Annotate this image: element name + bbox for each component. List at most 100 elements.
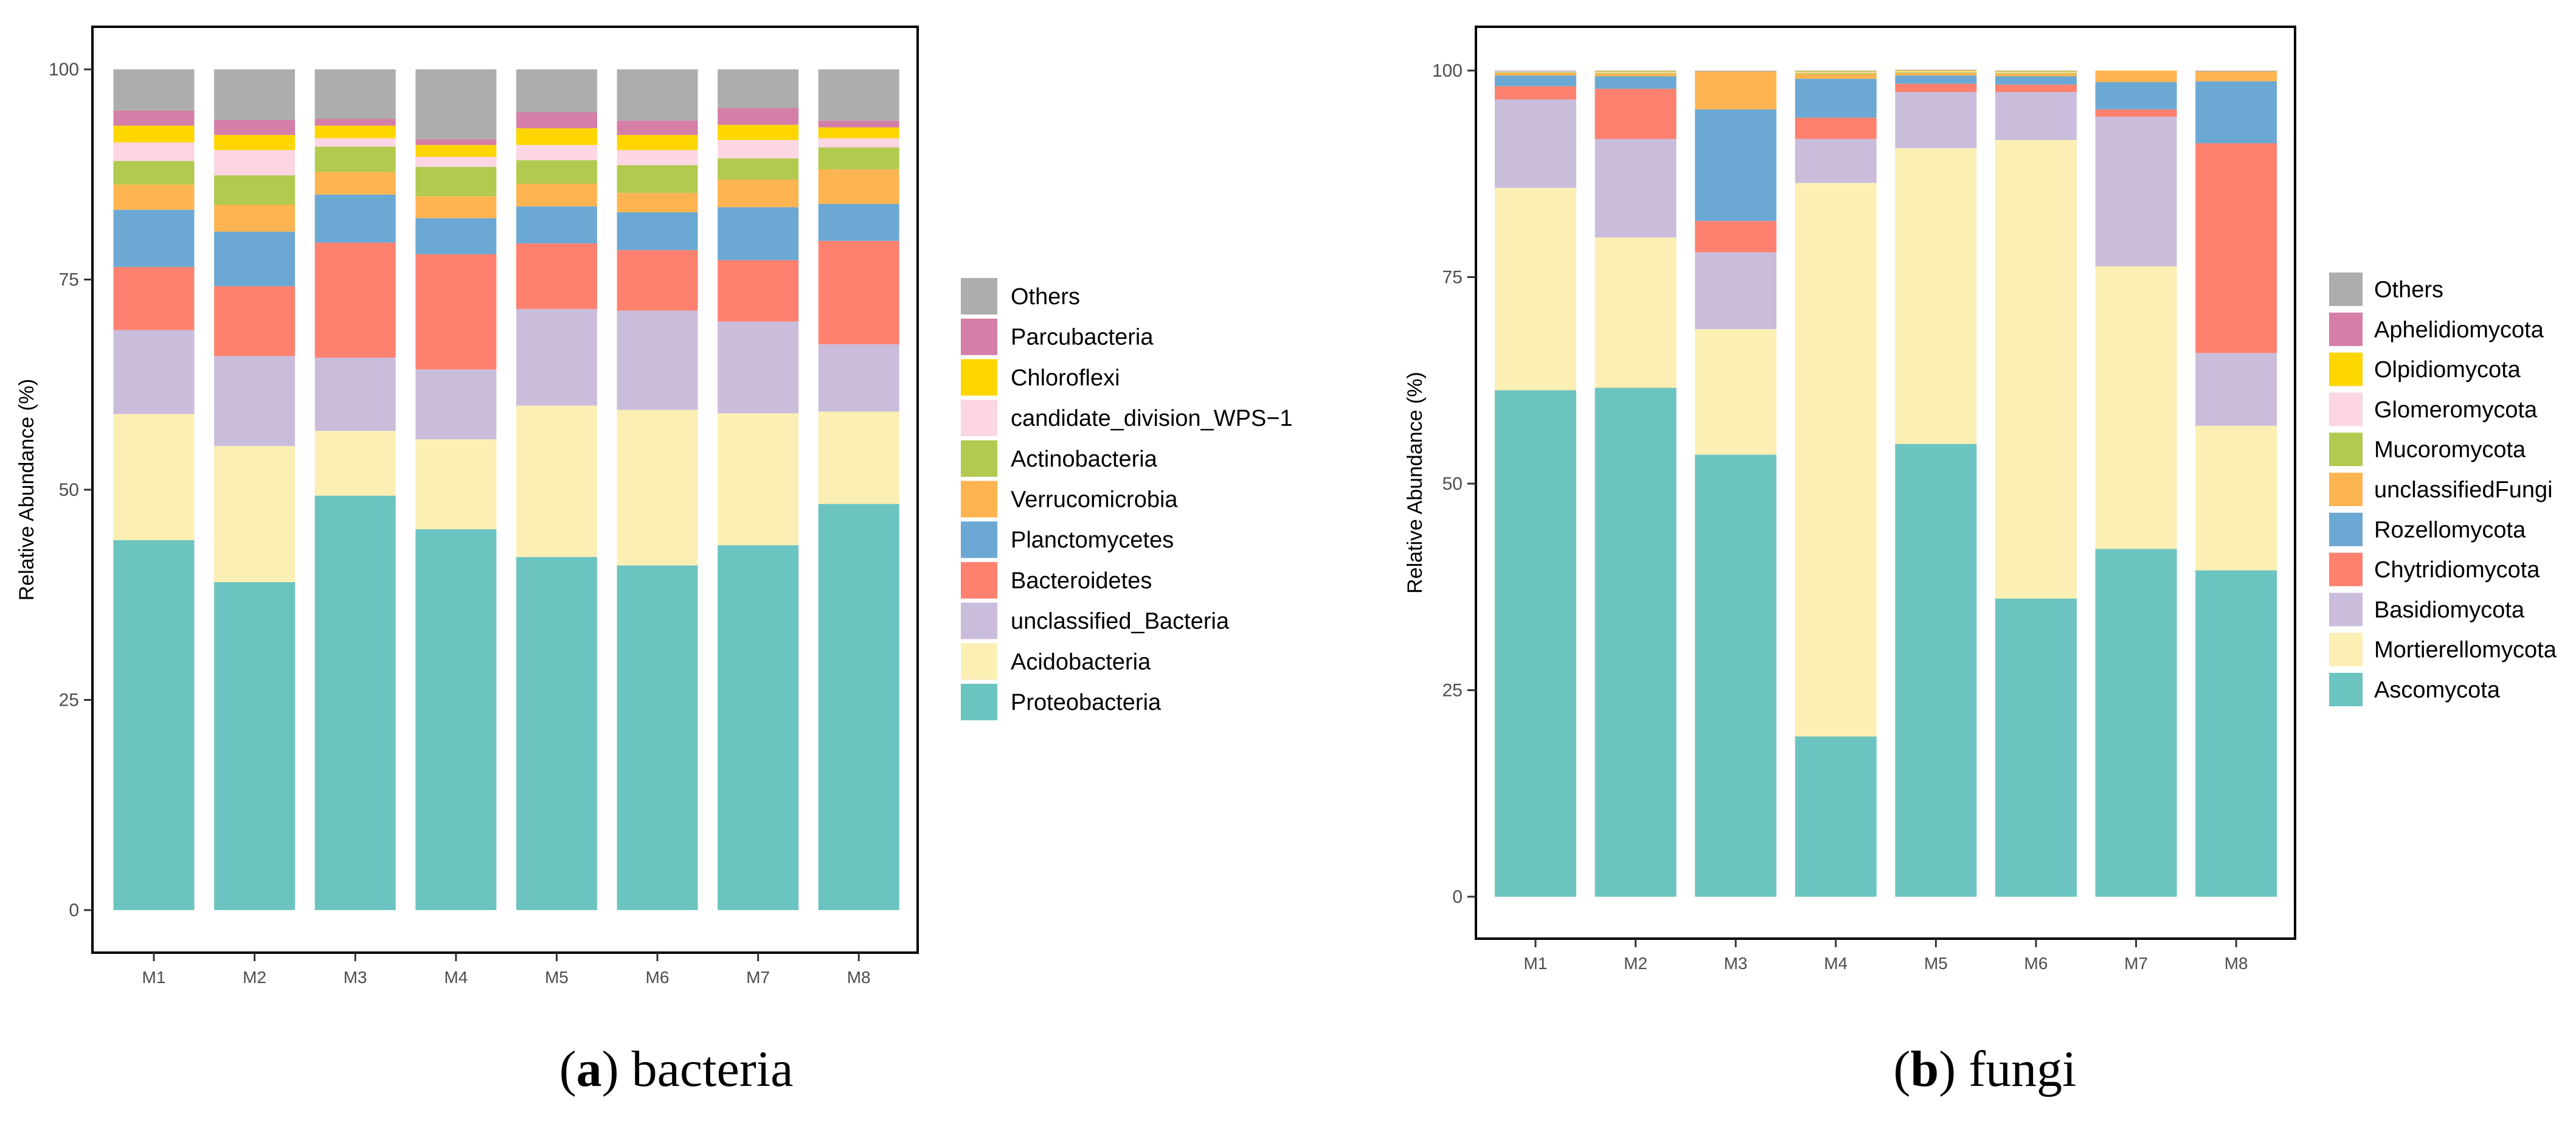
legend-swatch-Chytridiomycota [2329, 552, 2363, 586]
bar-segment-M6-Proteobacteria [617, 565, 698, 910]
x-tick-label-M7: M7 [746, 968, 770, 987]
legend-label-Aphelidiomycota: Aphelidiomycota [2374, 317, 2544, 342]
x-tick-label-M6: M6 [2024, 954, 2048, 973]
bar-segment-M7-Actinobacteria [718, 158, 799, 179]
legend-swatch-Actinobacteria [961, 440, 997, 477]
legend-swatch-Bacteroidetes [961, 562, 997, 599]
bar-segment-M1-candidate_division_WPS−1 [113, 142, 195, 161]
bar-segment-M7-Proteobacteria [718, 545, 799, 910]
y-tick-label-25: 25 [59, 690, 79, 711]
bar-segment-M3-Acidobacteria [314, 431, 396, 496]
legend-swatch-Planctomycetes [961, 521, 997, 558]
x-tick-label-M7: M7 [2124, 954, 2148, 973]
legend-swatch-Olpidiomycota [2329, 352, 2363, 386]
bar-segment-M2-candidate_division_WPS−1 [214, 150, 296, 176]
bar-segment-M7-Verrucomicrobia [718, 179, 799, 207]
bar-segment-M3-Basidiomycota [1695, 252, 1777, 330]
bar-segment-M5-Chloroflexi [516, 128, 597, 145]
bar-segment-M8-Mortierellomycota [2195, 425, 2277, 571]
chart-panel-a: 0 25 50 75 100 M1 M2 M3 M4 M5 M6 M7 M8 Relative Abund… [15, 26, 1293, 1097]
bar-segment-M4-Chloroflexi [415, 145, 497, 157]
bar-segment-M4-Verrucomicrobia [415, 196, 497, 218]
bar-segment-M8-Ascomycota [2195, 570, 2277, 897]
bar-segment-M4-Parcubacteria [415, 139, 497, 145]
legend-label-Chloroflexi: Chloroflexi [1011, 365, 1120, 391]
bar-segment-M4-Mortierellomycota [1795, 183, 1877, 737]
bar-segment-M3-Planctomycetes [314, 194, 396, 243]
x-tick-label-M1: M1 [142, 968, 166, 987]
y-tick-label-100: 100 [49, 60, 79, 80]
bar-segment-M1-Parcubacteria [113, 110, 195, 126]
caption-close-paren: ) [1939, 1041, 1968, 1097]
bar-segment-M7-Rozellomycota [2095, 82, 2177, 110]
bar-segment-M6-Glomeromycota [1995, 72, 2077, 74]
legend-swatch-unclassified_Bacteria [961, 602, 997, 639]
legend-swatch-Chloroflexi [961, 359, 997, 396]
legend-label-Bacteroidetes: Bacteroidetes [1011, 568, 1152, 594]
y-tick-label-100: 100 [1432, 61, 1463, 81]
bar-segment-M5-Rozellomycota [1895, 75, 1977, 84]
x-tick-label-M8: M8 [847, 968, 871, 987]
bars-group [113, 69, 899, 910]
bar-segment-M1-unclassifiedFungi [1495, 73, 1576, 76]
bar-segment-M1-Mortierellomycota [1495, 187, 1576, 391]
bar-segment-M3-Others [314, 69, 396, 119]
caption-text: fungi [1968, 1041, 2076, 1097]
legend-label-Chytridiomycota: Chytridiomycota [2374, 557, 2540, 583]
bar-segment-M4-Mucoromycota [1795, 73, 1877, 74]
bar-segment-M7-Parcubacteria [718, 108, 799, 125]
bar-segment-M6-Others [617, 69, 698, 121]
bar-segment-M5-candidate_division_WPS−1 [516, 145, 597, 161]
caption-letter: a [576, 1041, 602, 1097]
bar-segment-M4-Others [415, 69, 497, 139]
bar-segment-M2-Mortierellomycota [1594, 237, 1677, 388]
legend-label-Mucoromycota: Mucoromycota [2374, 437, 2526, 463]
bar-segment-M3-Proteobacteria [314, 495, 396, 910]
bar-segment-M5-Parcubacteria [516, 112, 597, 128]
bar-segment-M1-Proteobacteria [113, 540, 195, 910]
bar-segment-M3-Chloroflexi [314, 125, 396, 139]
legend: Others Parcubacteria Chloroflexi candidate_… [961, 278, 1293, 720]
legend-swatch-Basidiomycota [2329, 593, 2363, 627]
bar-segment-M5-Mucoromycota [1895, 72, 1977, 74]
legend-swatch-Verrucomicrobia [961, 481, 997, 518]
caption-close-paren: ) [602, 1041, 632, 1097]
bar-segment-M1-unclassified_Bacteria [113, 330, 195, 414]
caption-text: bacteria [632, 1041, 794, 1097]
bar-segment-M2-Chytridiomycota [1594, 88, 1677, 139]
legend-label-Olpidiomycota: Olpidiomycota [2374, 357, 2521, 383]
bar-segment-M1-Chloroflexi [113, 125, 195, 143]
caption-letter: b [1910, 1041, 1939, 1097]
x-tick-label-M6: M6 [646, 968, 670, 987]
bar-segment-M4-unclassified_Bacteria [415, 369, 497, 440]
bar-segment-M8-Others [818, 69, 899, 121]
bar-segment-M8-Acidobacteria [818, 411, 899, 504]
bar-segment-M8-unclassified_Bacteria [818, 344, 899, 412]
y-tick-label-25: 25 [1442, 681, 1463, 701]
bar-segment-M2-Acidobacteria [214, 446, 296, 582]
legend-swatch-unclassifiedFungi [2329, 473, 2363, 506]
bar-segment-M6-candidate_division_WPS−1 [617, 150, 698, 165]
bar-segment-M3-unclassified_Bacteria [314, 358, 396, 431]
bar-segment-M3-Parcubacteria [314, 119, 396, 126]
bar-segment-M5-Acidobacteria [516, 405, 597, 557]
bar-segment-M5-Chytridiomycota [1895, 83, 1977, 92]
legend-swatch-Mucoromycota [2329, 433, 2363, 467]
bar-segment-M1-Mucoromycota [1495, 72, 1576, 74]
legend-label-Others: Others [2374, 277, 2443, 303]
bar-segment-M7-unclassifiedFungi [2095, 71, 2177, 82]
legend-swatch-Mortierellomycota [2329, 633, 2363, 667]
legend-label-Planctomycetes: Planctomycetes [1011, 527, 1174, 553]
bar-segment-M4-Bacteroidetes [415, 254, 497, 370]
caption-open-paren: ( [1894, 1041, 1911, 1097]
legend-swatch-Ascomycota [2329, 673, 2363, 706]
bar-segment-M7-Mortierellomycota [2095, 266, 2177, 549]
legend-swatch-candidate_division_WPS−1 [961, 400, 997, 437]
legend-label-Parcubacteria: Parcubacteria [1011, 325, 1154, 350]
bar-segment-M1-Chytridiomycota [1495, 86, 1576, 100]
bar-segment-M6-Verrucomicrobia [617, 193, 698, 212]
bar-segment-M1-Acidobacteria [113, 414, 195, 540]
bar-segment-M2-Rozellomycota [1594, 76, 1677, 89]
bar-segment-M3-Bacteroidetes [314, 242, 396, 358]
